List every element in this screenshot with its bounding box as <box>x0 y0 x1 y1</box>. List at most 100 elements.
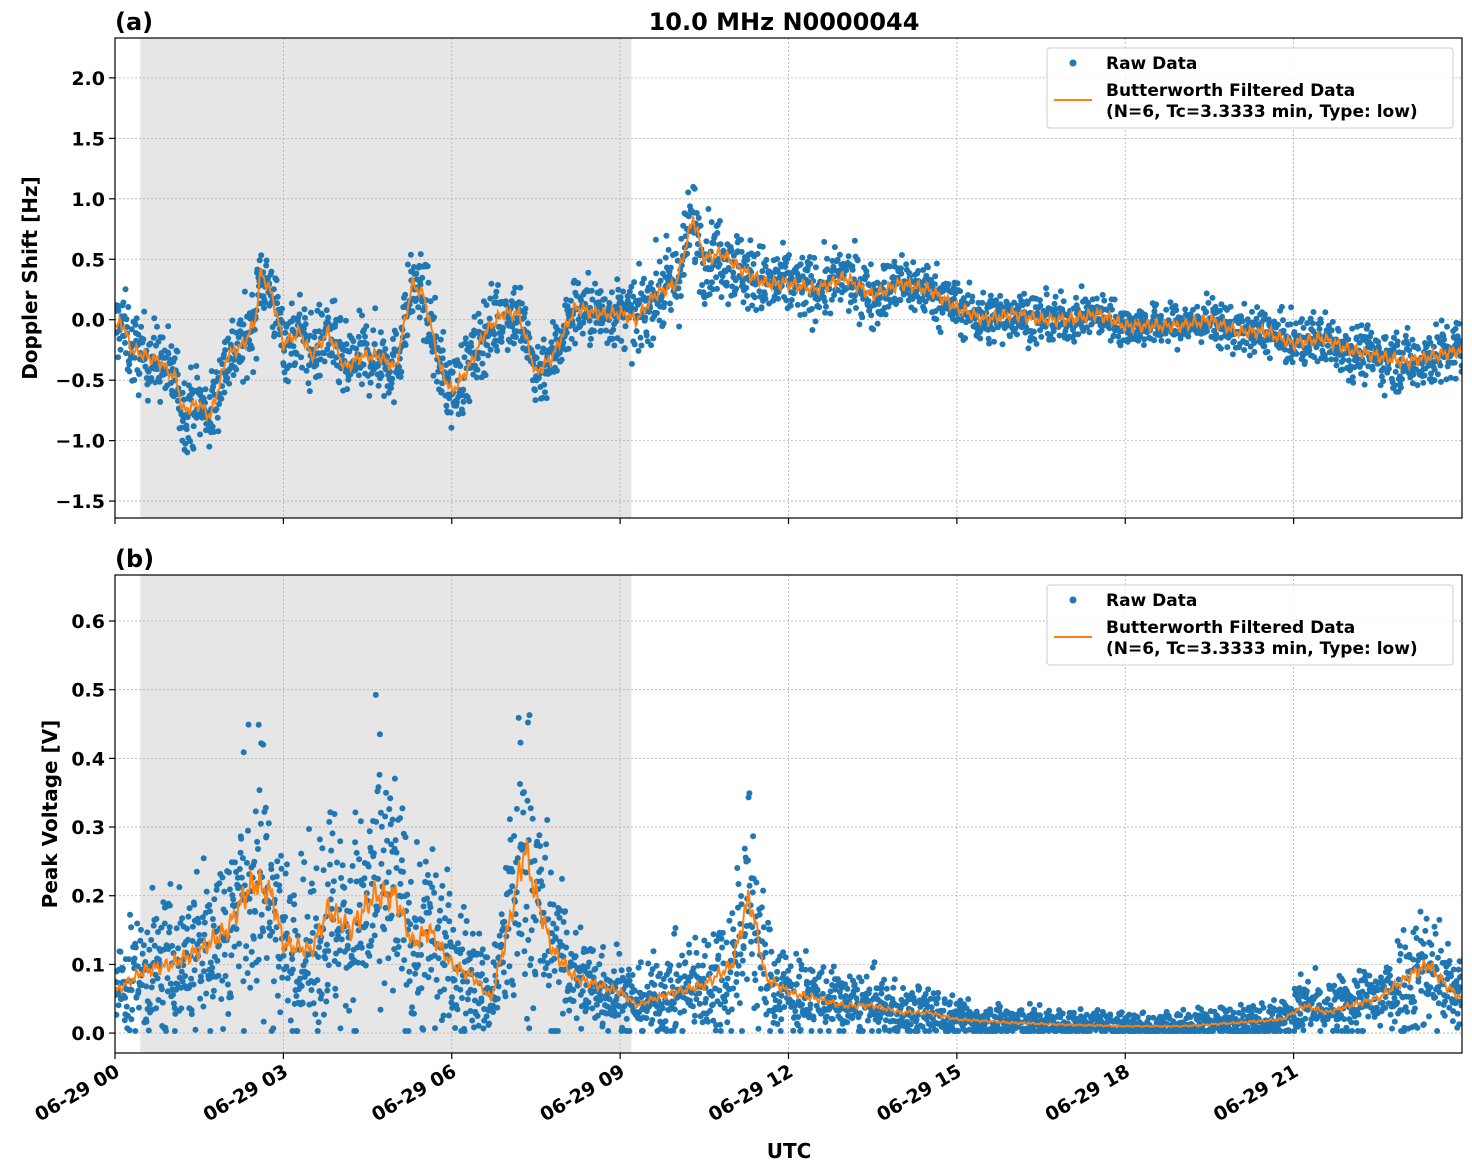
raw-data-point <box>121 1017 128 1024</box>
raw-data-point <box>598 952 605 959</box>
raw-data-point <box>451 977 458 984</box>
raw-data-point <box>144 929 151 936</box>
raw-data-point <box>459 995 465 1001</box>
raw-data-point <box>301 306 308 313</box>
raw-data-point <box>821 238 828 245</box>
raw-data-point <box>126 368 133 375</box>
raw-data-point <box>157 398 164 405</box>
raw-data-point <box>1057 288 1064 295</box>
y-tick-label: 0.0 <box>71 310 105 332</box>
raw-data-point <box>486 315 493 322</box>
raw-data-point <box>701 937 708 944</box>
raw-data-point <box>189 923 196 930</box>
raw-data-point <box>200 855 207 862</box>
raw-data-point <box>552 331 559 338</box>
raw-data-point <box>646 990 653 997</box>
raw-data-point <box>564 303 571 310</box>
raw-data-point <box>617 294 624 301</box>
raw-data-point <box>611 1008 618 1015</box>
raw-data-point <box>144 397 151 404</box>
raw-data-point <box>503 301 510 308</box>
raw-data-point <box>1280 327 1287 334</box>
raw-data-point <box>253 977 260 984</box>
raw-data-point <box>1393 329 1400 336</box>
raw-data-point <box>793 950 800 957</box>
raw-data-point <box>799 254 806 261</box>
raw-data-point <box>624 293 631 300</box>
raw-data-point <box>600 971 607 978</box>
raw-data-point <box>290 916 297 923</box>
raw-data-point <box>845 253 852 260</box>
raw-data-point <box>1406 347 1413 354</box>
raw-data-point <box>316 301 323 308</box>
raw-data-point <box>224 981 231 988</box>
raw-data-point <box>377 1006 384 1013</box>
raw-data-point <box>693 210 700 216</box>
raw-data-point <box>1358 322 1365 329</box>
raw-data-point <box>239 855 246 862</box>
raw-data-point <box>771 1013 778 1020</box>
raw-data-point <box>1427 339 1434 346</box>
raw-data-point <box>937 329 944 336</box>
raw-data-point <box>1430 343 1437 350</box>
raw-data-point <box>376 958 383 965</box>
raw-data-point <box>415 304 422 311</box>
raw-data-point <box>133 315 140 322</box>
raw-data-point <box>1311 354 1318 361</box>
raw-data-point <box>569 321 576 328</box>
raw-data-point <box>1185 333 1192 340</box>
raw-data-point <box>270 1025 277 1032</box>
raw-data-point <box>521 948 528 955</box>
raw-data-point <box>426 909 432 916</box>
raw-data-point <box>226 886 233 893</box>
raw-data-point <box>187 364 194 371</box>
raw-data-point <box>541 952 548 959</box>
raw-data-point <box>235 963 242 970</box>
raw-data-point <box>522 305 529 312</box>
raw-data-point <box>877 1015 884 1021</box>
raw-data-point <box>382 346 389 352</box>
raw-data-point <box>400 868 407 875</box>
raw-data-point <box>1438 317 1445 324</box>
raw-data-point <box>620 288 626 295</box>
raw-data-point <box>778 992 785 999</box>
raw-data-point <box>347 908 353 915</box>
raw-data-point <box>191 901 198 908</box>
raw-data-point <box>643 332 650 339</box>
raw-data-point <box>729 910 736 917</box>
raw-data-point <box>498 911 505 918</box>
raw-data-point <box>230 372 237 378</box>
raw-data-point <box>128 1016 135 1023</box>
raw-data-point <box>404 332 411 339</box>
raw-data-point <box>1174 346 1181 353</box>
raw-data-point <box>649 966 656 973</box>
raw-data-point <box>719 273 726 280</box>
raw-data-point <box>540 909 547 916</box>
raw-data-point <box>402 291 409 298</box>
raw-data-point <box>353 849 360 856</box>
raw-data-point <box>378 823 385 830</box>
raw-data-point <box>214 414 221 421</box>
raw-data-point <box>346 1007 353 1014</box>
raw-data-point <box>491 331 498 338</box>
raw-data-point <box>1405 341 1412 348</box>
raw-data-point <box>518 300 525 307</box>
raw-data-point <box>762 949 769 956</box>
raw-data-point <box>572 953 579 960</box>
raw-data-point <box>553 925 560 932</box>
raw-data-point <box>749 302 756 309</box>
raw-data-point <box>335 961 342 968</box>
raw-data-point <box>1289 359 1296 366</box>
raw-data-point <box>749 889 756 896</box>
raw-data-point <box>394 937 401 944</box>
raw-data-point <box>1209 294 1216 301</box>
raw-data-point <box>256 787 263 794</box>
raw-data-point <box>775 295 781 302</box>
raw-data-point <box>482 372 489 379</box>
raw-data-point <box>218 395 225 402</box>
raw-data-point <box>560 919 567 925</box>
raw-data-point <box>215 428 222 435</box>
legend-box <box>1046 47 1454 129</box>
raw-data-point <box>185 913 192 920</box>
